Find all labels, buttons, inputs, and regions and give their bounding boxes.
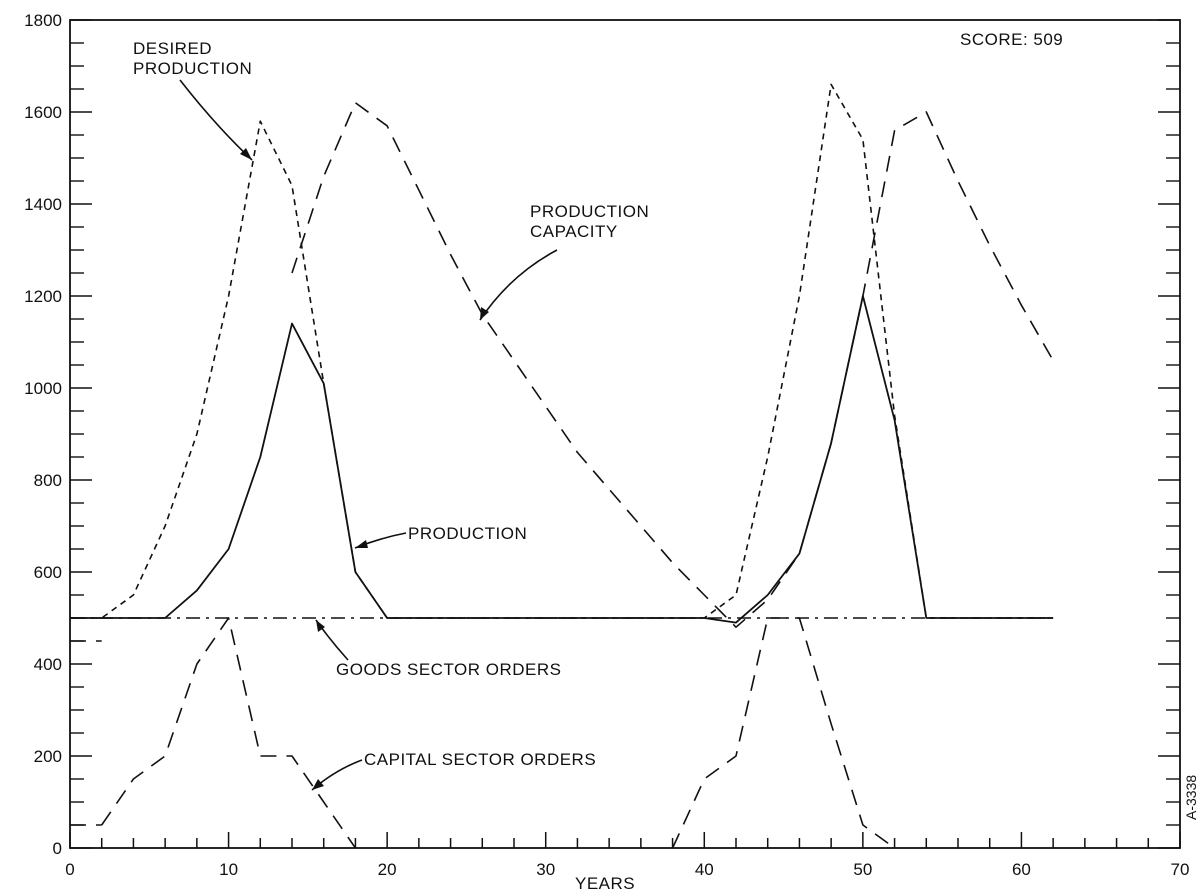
score-label: SCORE: 509 bbox=[960, 30, 1063, 49]
y-tick-label: 800 bbox=[34, 471, 62, 490]
annotation-production-line-1: PRODUCTION bbox=[408, 524, 527, 543]
annotation-capacity-arrowhead bbox=[480, 307, 489, 320]
x-tick-label: 20 bbox=[378, 860, 397, 879]
series-layer bbox=[70, 83, 1054, 849]
x-tick-label: 70 bbox=[1171, 860, 1190, 879]
annotation-capital-line-1: CAPITAL SECTOR ORDERS bbox=[364, 750, 596, 769]
annotation-capital-sector-orders: CAPITAL SECTOR ORDERS bbox=[311, 750, 596, 791]
annotation-capacity-line-2: CAPACITY bbox=[530, 222, 618, 241]
x-tick-label: 40 bbox=[695, 860, 714, 879]
annotation-desired-line-1: DESIRED bbox=[133, 39, 212, 58]
annotation-capacity-arrow bbox=[479, 249, 558, 321]
annotation-production-arrowhead bbox=[355, 540, 368, 548]
y-tick-label: 1400 bbox=[24, 195, 62, 214]
annotation-desired-line-2: PRODUCTION bbox=[133, 59, 252, 78]
x-tick-label: 0 bbox=[65, 860, 74, 879]
x-axis-label: YEARS bbox=[575, 874, 635, 893]
annotation-capacity-line-1: PRODUCTION bbox=[530, 202, 649, 221]
annotation-goods-arrowhead bbox=[316, 620, 325, 632]
y-tick-label: 400 bbox=[34, 655, 62, 674]
annotation-production: PRODUCTION bbox=[354, 524, 527, 549]
annotation-desired-production: DESIRED PRODUCTION bbox=[133, 39, 253, 161]
x-tick-label: 50 bbox=[853, 860, 872, 879]
series-desired-production bbox=[70, 83, 1054, 619]
y-tick-label: 200 bbox=[34, 747, 62, 766]
x-tick-label: 60 bbox=[1012, 860, 1031, 879]
y-tick-label: 1600 bbox=[24, 103, 62, 122]
x-tick-label: 10 bbox=[219, 860, 238, 879]
tick-labels: 0 10 20 30 40 50 60 70 0 200 400 600 800 1000 1200 1400… bbox=[24, 11, 1189, 879]
annotation-goods-sector-orders: GOODS SECTOR ORDERS bbox=[315, 619, 562, 679]
series-production-capacity bbox=[291, 102, 1054, 629]
series-capital-sector-orders bbox=[101, 617, 357, 849]
annotation-capital-arrowhead bbox=[312, 779, 324, 790]
ticks bbox=[69, 19, 1181, 849]
series-capital-sector-orders-second-cycle bbox=[671, 617, 896, 849]
annotation-desired-arrowhead bbox=[240, 148, 252, 160]
annotation-production-capacity: PRODUCTION CAPACITY bbox=[479, 202, 649, 321]
y-tick-label: 1200 bbox=[24, 287, 62, 306]
annotation-goods-line-1: GOODS SECTOR ORDERS bbox=[336, 660, 562, 679]
annotation-desired-arrow bbox=[179, 79, 253, 161]
y-tick-label: 1800 bbox=[24, 11, 62, 30]
x-tick-label: 30 bbox=[536, 860, 555, 879]
y-tick-label: 0 bbox=[53, 839, 62, 858]
series-production bbox=[70, 295, 1054, 624]
y-tick-label: 1000 bbox=[24, 379, 62, 398]
side-label: A-3338 bbox=[1183, 775, 1199, 820]
y-tick-label: 600 bbox=[34, 563, 62, 582]
